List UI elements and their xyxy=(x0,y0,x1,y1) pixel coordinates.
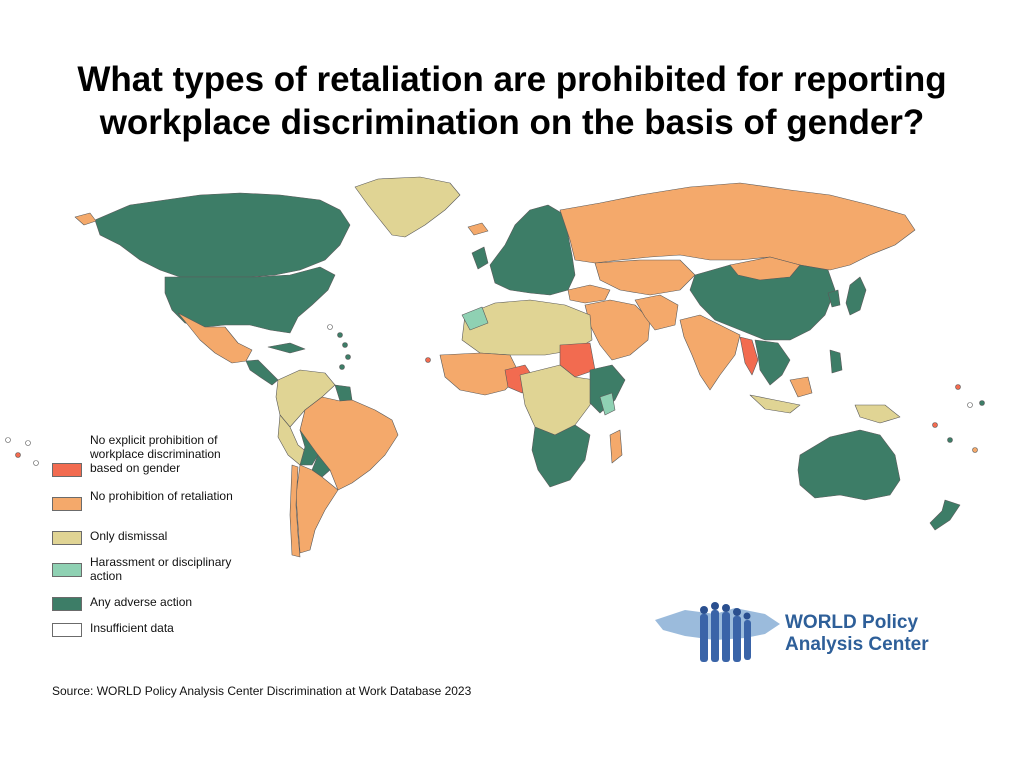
region-kenya xyxy=(599,392,616,416)
region-iran xyxy=(634,294,679,331)
island-marker xyxy=(947,437,953,443)
title-line-1: What types of retaliation are prohibited… xyxy=(77,60,947,99)
region-central-africa xyxy=(519,364,596,436)
region-madagascar xyxy=(609,429,623,464)
region-alaska-islands xyxy=(74,212,97,226)
legend-swatch xyxy=(52,597,82,611)
region-middle-east xyxy=(584,299,651,361)
region-guianas xyxy=(334,384,353,402)
legend-item-harassment: Harassment or disciplinary action xyxy=(52,555,242,589)
legend-swatch xyxy=(52,623,82,637)
region-korea xyxy=(827,289,841,308)
island-marker xyxy=(15,452,21,458)
region-central-asia xyxy=(594,259,696,296)
logo-text: WORLD Policy Analysis Center xyxy=(785,612,929,656)
island-marker xyxy=(932,422,938,428)
map-title: What types of retaliation are prohibited… xyxy=(0,58,1024,144)
region-myanmar xyxy=(739,336,759,376)
region-chile xyxy=(289,464,301,558)
region-caribbean xyxy=(267,342,306,354)
island-marker xyxy=(972,447,978,453)
region-uk-ireland xyxy=(471,246,489,270)
region-indonesia xyxy=(749,394,801,414)
island-marker xyxy=(5,437,11,443)
region-central-america xyxy=(245,359,279,386)
region-india xyxy=(679,314,741,391)
region-argentina xyxy=(295,464,339,554)
region-japan xyxy=(845,276,867,316)
region-canada xyxy=(94,192,351,278)
title-line-2: workplace discrimination on the basis of… xyxy=(99,103,925,142)
island-marker xyxy=(327,324,333,330)
legend-label: Only dismissal xyxy=(90,529,168,543)
region-mongolia xyxy=(729,256,801,281)
legend-label: Insufficient data xyxy=(90,621,174,635)
region-europe xyxy=(489,204,576,296)
region-turkey xyxy=(567,284,611,304)
island-marker xyxy=(25,440,31,446)
island-marker xyxy=(979,400,985,406)
legend-swatch xyxy=(52,563,82,577)
region-australia xyxy=(797,429,901,501)
island-marker xyxy=(967,402,973,408)
island-marker xyxy=(342,342,348,348)
region-sudan xyxy=(559,342,596,378)
legend-label: No explicit prohibition of workplace dis… xyxy=(90,433,221,475)
region-west-africa xyxy=(439,352,521,396)
region-russia xyxy=(559,182,916,271)
logo-line-1: WORLD Policy xyxy=(785,612,919,633)
world-policy-logo xyxy=(655,602,780,662)
world-map xyxy=(5,176,985,558)
island-marker xyxy=(345,354,351,360)
region-bolivia xyxy=(299,429,319,466)
region-iceland xyxy=(467,222,489,236)
legend-item-no-prohibition-retaliation: No prohibition of retaliation xyxy=(52,489,242,523)
island-marker xyxy=(337,332,343,338)
source-note: Source: WORLD Policy Analysis Center Dis… xyxy=(52,684,472,698)
legend-label: Harassment or disciplinary action xyxy=(90,555,232,583)
logo-line-2: Analysis Center xyxy=(785,634,929,655)
region-southern-africa xyxy=(531,424,591,488)
region-east-africa xyxy=(589,364,626,414)
island-marker xyxy=(339,364,345,370)
legend-label: Any adverse action xyxy=(90,595,193,609)
map-legend: No explicit prohibition of workplace dis… xyxy=(52,433,242,647)
region-greenland xyxy=(354,176,461,238)
island-marker xyxy=(425,357,431,363)
legend-swatch xyxy=(52,463,82,477)
legend-item-any-adverse-action: Any adverse action xyxy=(52,595,242,615)
island-marker xyxy=(33,460,39,466)
region-new-zealand xyxy=(929,499,961,531)
legend-label: No prohibition of retaliation xyxy=(90,489,233,503)
region-morocco xyxy=(461,306,489,331)
legend-item-insufficient-data: Insufficient data xyxy=(52,621,242,641)
region-new-guinea xyxy=(854,404,901,424)
legend-item-no-explicit-prohibition: No explicit prohibition of workplace dis… xyxy=(52,433,242,483)
legend-swatch xyxy=(52,531,82,545)
region-philippines xyxy=(829,349,843,374)
island-marker xyxy=(955,384,961,390)
region-borneo xyxy=(789,376,813,398)
legend-item-only-dismissal: Only dismissal xyxy=(52,529,242,549)
region-usa xyxy=(164,266,336,334)
legend-swatch xyxy=(52,497,82,511)
region-southeast-asia xyxy=(754,339,791,386)
